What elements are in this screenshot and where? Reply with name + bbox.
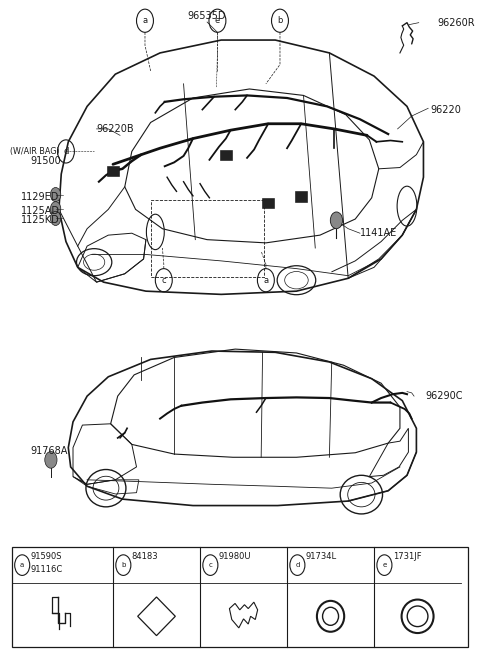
Text: b: b bbox=[277, 16, 283, 25]
Circle shape bbox=[50, 212, 61, 225]
FancyBboxPatch shape bbox=[220, 150, 232, 160]
Text: c: c bbox=[161, 276, 166, 284]
Text: 84183: 84183 bbox=[132, 552, 158, 561]
Text: e: e bbox=[382, 562, 386, 568]
Text: 1125KD: 1125KD bbox=[21, 215, 60, 225]
Bar bbox=[151, 200, 264, 277]
Text: a: a bbox=[20, 562, 24, 568]
Bar bbox=[12, 547, 468, 647]
Text: 96290C: 96290C bbox=[426, 391, 463, 401]
Text: a: a bbox=[264, 276, 268, 284]
Text: 96535D: 96535D bbox=[188, 11, 227, 21]
Text: 96220B: 96220B bbox=[96, 124, 134, 134]
Text: 1731JF: 1731JF bbox=[393, 552, 421, 561]
Text: 1141AE: 1141AE bbox=[360, 228, 397, 238]
Text: 91590S: 91590S bbox=[31, 552, 62, 561]
Text: 91980U: 91980U bbox=[219, 552, 252, 561]
Text: d: d bbox=[295, 562, 300, 568]
Text: 91734L: 91734L bbox=[306, 552, 337, 561]
Text: 91500: 91500 bbox=[31, 156, 61, 166]
Circle shape bbox=[50, 202, 61, 216]
FancyBboxPatch shape bbox=[262, 198, 275, 208]
Text: d: d bbox=[63, 147, 69, 156]
Text: e: e bbox=[215, 16, 220, 25]
Circle shape bbox=[50, 187, 61, 202]
Circle shape bbox=[330, 212, 343, 229]
Text: b: b bbox=[121, 562, 126, 568]
Text: 91768A: 91768A bbox=[31, 446, 68, 456]
Text: c: c bbox=[208, 562, 212, 568]
Text: 91116C: 91116C bbox=[31, 565, 63, 574]
FancyBboxPatch shape bbox=[295, 191, 307, 202]
Text: 1125AD: 1125AD bbox=[21, 206, 60, 215]
Text: 96220: 96220 bbox=[431, 104, 461, 114]
Text: a: a bbox=[143, 16, 147, 25]
Text: (W/AIR BAG): (W/AIR BAG) bbox=[10, 147, 59, 156]
FancyBboxPatch shape bbox=[107, 166, 119, 176]
Text: 96260R: 96260R bbox=[438, 18, 475, 28]
Circle shape bbox=[45, 451, 57, 468]
Text: 1129ED: 1129ED bbox=[21, 191, 60, 202]
